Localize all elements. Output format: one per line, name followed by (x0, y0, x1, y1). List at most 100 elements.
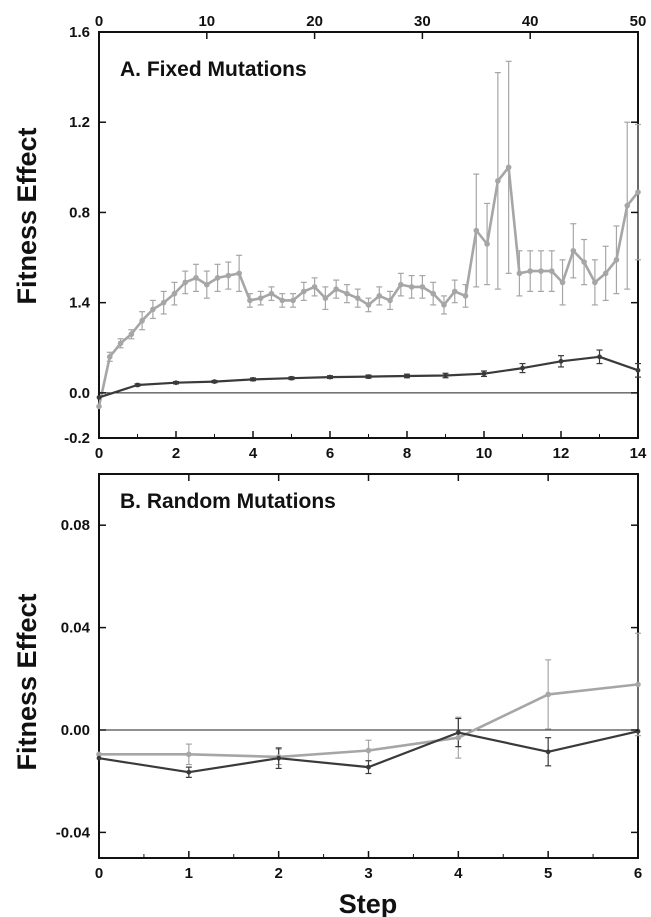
data-point (366, 764, 371, 770)
x-tick-label: 6 (326, 445, 334, 462)
data-point (613, 257, 620, 263)
data-point (481, 371, 487, 377)
x-tick-label: 3 (364, 865, 372, 882)
data-point (441, 302, 447, 308)
data-point (408, 284, 415, 290)
panel-a-y-tick-labels: -0.2 0.0 1.4 0.8 1.2 1.6 (64, 24, 91, 447)
y-tick-label: 1.6 (69, 24, 90, 41)
data-point (247, 297, 253, 304)
data-point (635, 367, 641, 373)
data-point (290, 297, 296, 304)
data-point (225, 272, 232, 279)
data-point (173, 380, 179, 386)
data-point (327, 374, 333, 380)
top-x-tick-label: 20 (306, 13, 323, 30)
data-point (204, 281, 210, 288)
panel-b-tick-marks (98, 474, 639, 858)
panel-a-fixed-mutations: A. Fixed Mutations 0 2 4 6 8 10 12 14 0 10 20 30 40… (12, 13, 647, 462)
data-point (527, 268, 533, 274)
x-tick-label: 0 (95, 865, 103, 882)
data-point (128, 331, 135, 338)
panel-b-y-tick-labels: -0.04 0.00 0.04 0.08 (56, 517, 91, 841)
data-point (250, 376, 256, 382)
x-tick-label: 4 (454, 865, 463, 882)
data-point (365, 302, 372, 308)
data-point (516, 270, 523, 277)
data-point (117, 340, 124, 347)
data-point (624, 202, 631, 209)
panel-b-random-mutations: B. Random Mutations 0 1 2 3 4 5 6 -0.04 0.00 0.0… (12, 473, 642, 917)
panel-a-y-axis-label: Fitness Effect (12, 127, 42, 304)
data-point (443, 373, 448, 378)
data-point (398, 281, 404, 288)
data-point (455, 734, 462, 741)
data-point (520, 365, 525, 371)
data-point (538, 268, 544, 274)
x-tick-label: 10 (476, 445, 493, 462)
data-point (106, 354, 113, 360)
data-point (597, 354, 602, 360)
y-tick-label: 0.8 (69, 204, 90, 221)
top-x-tick-label: 40 (522, 13, 539, 30)
top-x-tick-label: 10 (198, 13, 215, 30)
data-point (404, 373, 410, 379)
data-point (150, 306, 156, 313)
top-x-tick-label: 50 (630, 13, 647, 30)
panel-a-x-tick-labels: 0 2 4 6 8 10 12 14 (95, 445, 647, 462)
data-point (473, 227, 480, 234)
data-point (257, 295, 264, 301)
x-tick-label: 2 (274, 865, 282, 882)
data-point (354, 295, 361, 301)
data-point (96, 755, 102, 761)
x-tick-label: 0 (95, 445, 103, 462)
data-point (333, 286, 339, 292)
data-point (276, 755, 282, 761)
data-point (366, 374, 371, 380)
panel-a-data-points (96, 164, 641, 410)
data-point (548, 268, 555, 274)
panel-a-error-bars (106, 60, 641, 387)
data-point (160, 299, 167, 306)
panel-a-title: A. Fixed Mutations (120, 58, 307, 81)
data-point (545, 749, 551, 755)
y-tick-label: 0.08 (61, 517, 90, 534)
panel-b-x-axis-label: Step (339, 889, 398, 917)
data-point (311, 284, 318, 290)
data-point (559, 279, 566, 286)
x-tick-label: 5 (544, 865, 552, 882)
top-x-tick-label: 30 (414, 13, 431, 30)
data-point (322, 295, 329, 301)
data-point (279, 297, 286, 304)
data-point (96, 751, 102, 758)
data-point (171, 290, 178, 297)
data-point (495, 178, 501, 184)
data-point (455, 730, 461, 735)
data-point (186, 769, 192, 775)
y-tick-label: 1.4 (69, 295, 91, 312)
data-point (602, 270, 609, 277)
data-point (301, 288, 307, 295)
data-point (96, 395, 102, 400)
data-point (268, 290, 275, 297)
data-point (135, 382, 140, 388)
data-point (186, 751, 192, 758)
data-point (635, 681, 641, 688)
data-point (635, 189, 641, 195)
data-point (236, 270, 242, 277)
y-tick-label: 0.0 (69, 385, 90, 402)
y-tick-label: 1.2 (69, 114, 90, 131)
panel-a-series-lines (97, 166, 640, 407)
data-point (344, 290, 350, 297)
x-tick-label: 4 (249, 445, 258, 462)
series-line-0 (97, 166, 640, 407)
data-point (193, 275, 199, 281)
data-point (387, 297, 393, 304)
data-point (462, 293, 469, 299)
data-point (212, 379, 217, 385)
data-point (592, 279, 598, 286)
data-point (558, 358, 564, 364)
y-tick-label: -0.04 (56, 824, 91, 841)
panel-b-data-points (96, 681, 641, 775)
x-tick-label: 8 (403, 445, 411, 462)
